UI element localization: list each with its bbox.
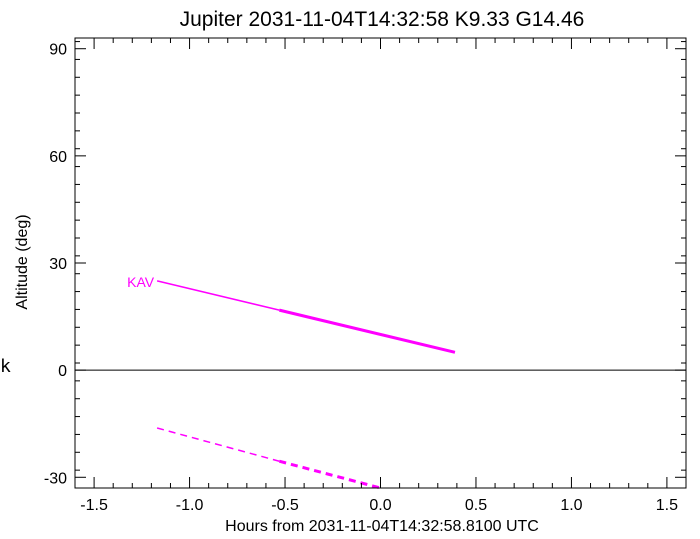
x-tick-label: 1.5 bbox=[656, 497, 678, 514]
y-tick-label: 30 bbox=[49, 256, 67, 273]
series-group bbox=[156, 280, 456, 490]
x-tick-label: -1.0 bbox=[176, 497, 204, 514]
series-label-kav: KAV bbox=[127, 274, 155, 290]
dashed-series-segment bbox=[278, 459, 381, 490]
y-tick-label: 60 bbox=[49, 149, 67, 166]
x-axis-label: Hours from 2031-11-04T14:32:58.8100 UTC bbox=[225, 518, 539, 535]
dashed-series-segment bbox=[156, 427, 280, 462]
x-tick-label: -1.5 bbox=[80, 497, 108, 514]
y-tick-label: -30 bbox=[44, 470, 67, 487]
x-tick-label: 0.5 bbox=[465, 497, 487, 514]
x-tick-label: -0.5 bbox=[271, 497, 299, 514]
side-mark: k bbox=[0, 356, 11, 377]
plot-frame bbox=[74, 37, 687, 489]
chart-title: Jupiter 2031-11-04T14:32:58 K9.33 G14.46 bbox=[180, 8, 585, 31]
solid-series-segment bbox=[278, 308, 456, 354]
y-tick-label: 90 bbox=[49, 42, 67, 59]
axis-tick-labels: -1.5 -1.0 -0.5 0.0 0.5 1.0 1.5 -30 0 30 60 90 bbox=[44, 42, 678, 514]
x-tick-label: 1.0 bbox=[560, 497, 582, 514]
series-labels: KAV bbox=[127, 274, 155, 290]
solid-series-segment bbox=[156, 280, 280, 311]
x-tick-label: 0.0 bbox=[369, 497, 391, 514]
y-tick-label: 0 bbox=[58, 363, 67, 380]
y-axis-label: Altitude (deg) bbox=[14, 214, 31, 309]
axis-ticks bbox=[74, 38, 687, 489]
